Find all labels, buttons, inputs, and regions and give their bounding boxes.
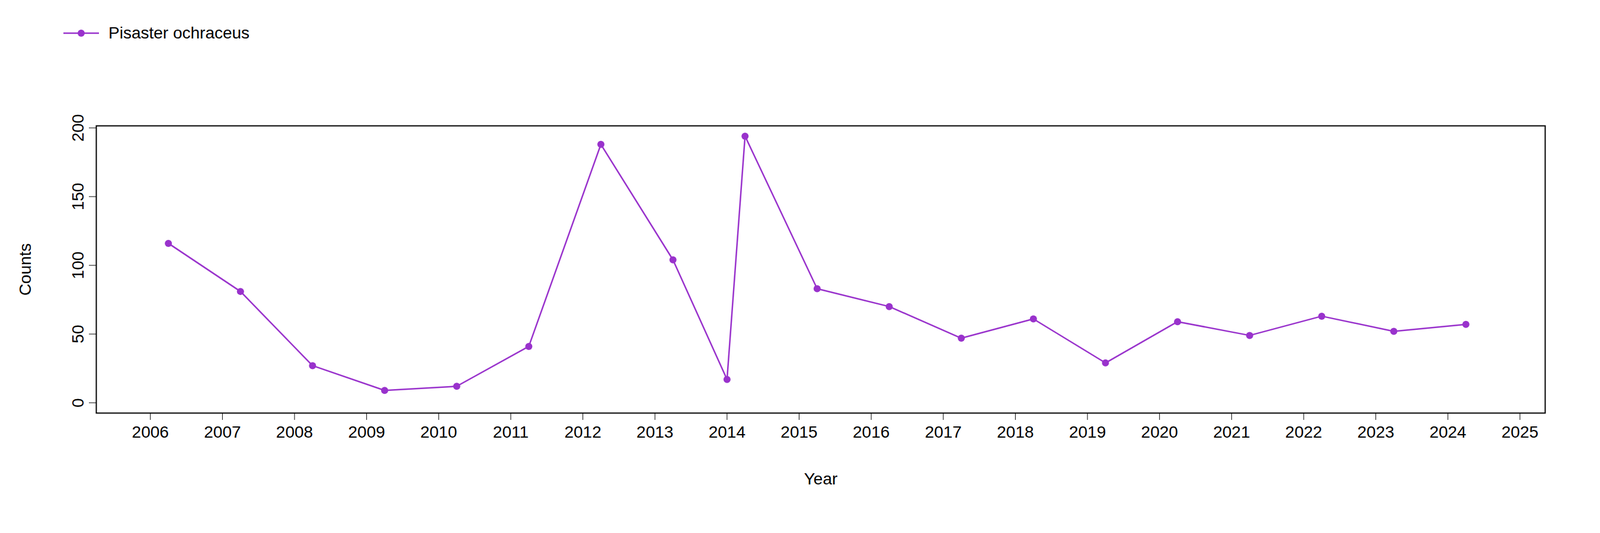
svg-text:200: 200 xyxy=(68,114,88,143)
svg-text:2006: 2006 xyxy=(132,423,169,442)
html-text:Pisaster ochraceus: Pisaster ochraceus xyxy=(108,23,250,43)
svg-text:2016: 2016 xyxy=(852,423,890,442)
svg-text:2024: 2024 xyxy=(1429,423,1467,442)
svg-text:2021: 2021 xyxy=(1213,423,1250,442)
svg-text:100: 100 xyxy=(68,251,88,280)
svg-text:2025: 2025 xyxy=(1501,423,1539,442)
svg-text:2007: 2007 xyxy=(203,423,241,442)
svg-text:2011: 2011 xyxy=(493,423,529,442)
svg-text:2019: 2019 xyxy=(1069,423,1106,442)
svg-text:2022: 2022 xyxy=(1285,423,1323,442)
svg-text:2023: 2023 xyxy=(1357,423,1394,442)
svg-text:50: 50 xyxy=(68,324,88,344)
svg-text:2018: 2018 xyxy=(996,423,1034,442)
svg-text:2020: 2020 xyxy=(1141,423,1179,442)
svg-text:0: 0 xyxy=(68,398,88,408)
svg-text:150: 150 xyxy=(68,183,88,211)
svg-text:2012: 2012 xyxy=(564,423,601,442)
svg-text:Year: Year xyxy=(804,469,838,489)
svg-text:2009: 2009 xyxy=(348,423,386,442)
svg-text:2008: 2008 xyxy=(276,423,313,442)
svg-text:2017: 2017 xyxy=(925,423,962,442)
svg-text:Counts: Counts xyxy=(16,243,35,297)
svg-text:2010: 2010 xyxy=(420,423,457,442)
svg-text:2013: 2013 xyxy=(636,423,674,442)
svg-text:2014: 2014 xyxy=(708,423,746,442)
svg-text:2015: 2015 xyxy=(780,423,818,442)
